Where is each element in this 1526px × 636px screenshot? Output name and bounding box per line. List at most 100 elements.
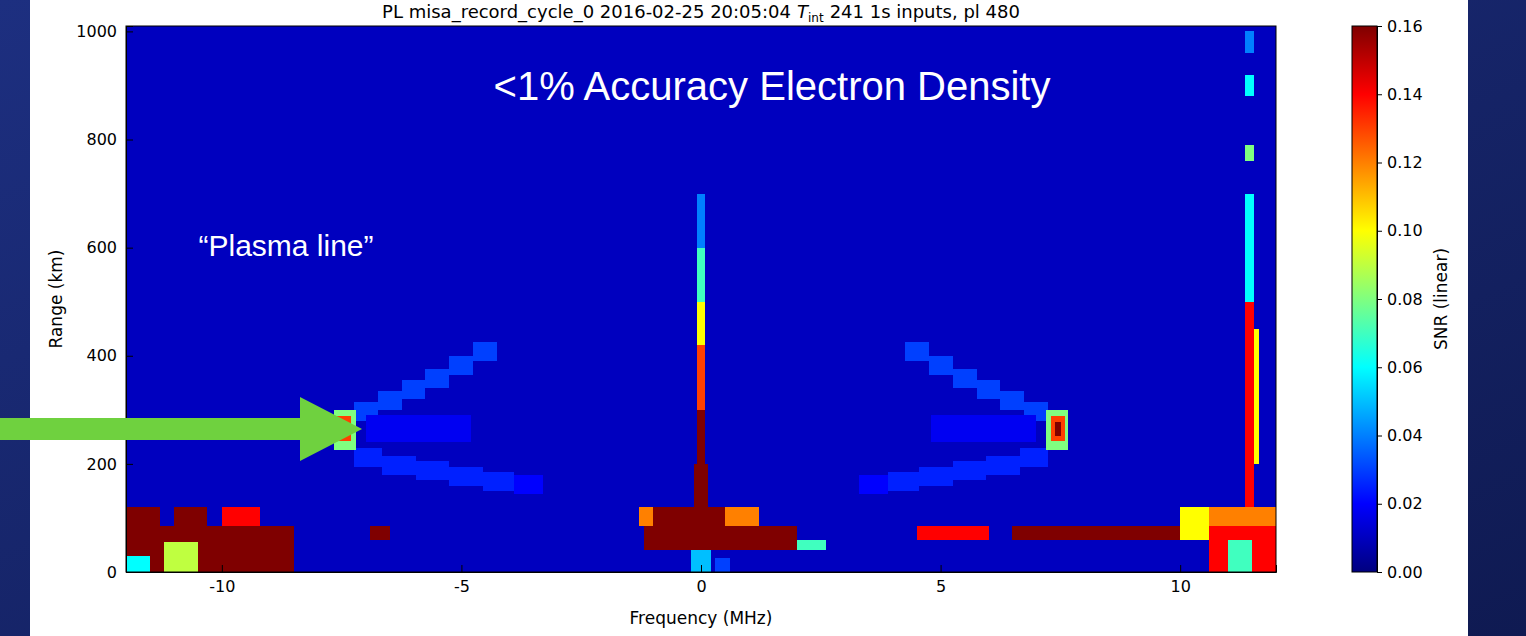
x-axis-tick-label: -10	[209, 577, 235, 596]
heatmap-cell	[1245, 302, 1255, 507]
colorbar-tick: 0.08	[1377, 290, 1423, 309]
y-axis-tick: 0	[107, 563, 133, 582]
colorbar-tick-mark	[1377, 436, 1382, 437]
heatmap-cell	[1245, 194, 1255, 302]
slide-background	[0, 0, 1526, 636]
heatmap-cell	[697, 345, 705, 410]
heatmap-cell	[1180, 507, 1209, 539]
x-axis-title: Frequency (MHz)	[630, 608, 773, 628]
heatmap-cell	[366, 415, 471, 442]
x-axis-tick-mark	[222, 565, 223, 572]
heatmap-cell	[929, 356, 953, 375]
heatmap-cell	[797, 540, 826, 551]
heatmap-cell	[694, 464, 708, 507]
y-axis-tick: 600	[86, 238, 133, 257]
heatmap-cell	[370, 526, 389, 540]
heatmap-cell	[1209, 526, 1276, 572]
y-axis-tick-label: 0	[107, 563, 117, 582]
colorbar-tick: 0.12	[1377, 153, 1423, 172]
heatmap-cell	[953, 369, 977, 388]
x-axis-tick-label: 0	[696, 577, 706, 596]
heatmap-cell	[653, 507, 725, 526]
heatmap-cell	[1055, 422, 1062, 436]
y-axis-tick-mark	[126, 356, 133, 357]
x-axis-tick: 10	[1170, 565, 1190, 596]
colorbar-tick-label: 0.12	[1387, 153, 1423, 172]
heatmap-cell	[1000, 391, 1024, 410]
title-part: PL misa_record_cycle_0 2016-02-25 20:05:…	[382, 1, 791, 23]
y-axis-title: Range (km)	[46, 250, 66, 349]
y-axis-tick: 400	[86, 346, 133, 365]
heatmap-cell	[986, 456, 1020, 475]
heatmap-cell	[1012, 526, 1199, 540]
colorbar-tick-mark	[1377, 504, 1382, 505]
x-axis-tick-label: 10	[1170, 577, 1190, 596]
heatmap-cell	[1254, 329, 1259, 464]
colorbar-tick: 0.06	[1377, 358, 1423, 377]
x-axis-tick: 0	[696, 565, 706, 596]
x-axis-tick: -5	[454, 565, 470, 596]
heatmap-cell	[416, 461, 450, 480]
colorbar-tick-mark	[1377, 367, 1382, 368]
colorbar-axis: 0.00 0.02 0.04 0.06 0.08 0.10 0.12 0.14 0.16	[1377, 17, 1423, 582]
heatmap-cell	[514, 475, 543, 494]
y-axis: 0 200 400 600 800 1000	[76, 22, 133, 582]
heatmap-cell	[715, 558, 729, 572]
y-axis-tick-label: 800	[86, 130, 117, 149]
heatmap-cell	[126, 556, 150, 572]
x-axis-tick-mark	[1180, 565, 1181, 572]
y-axis-tick: 800	[86, 130, 133, 149]
heatmap-cell	[977, 380, 1001, 399]
heatmap-cell	[919, 467, 953, 486]
y-axis-tick: 200	[86, 455, 133, 474]
colorbar-tick: 0.14	[1377, 85, 1423, 104]
y-axis-tick-mark	[126, 248, 133, 249]
colorbar-tick-label: 0.02	[1387, 494, 1423, 513]
heatmap-cell	[1245, 145, 1255, 161]
title-part: 241 1s inputs, pl 480	[830, 1, 1020, 22]
colorbar-tick-mark	[1377, 299, 1382, 300]
colorbar-tick-mark	[1377, 572, 1382, 573]
heatmap-cell	[1245, 75, 1255, 97]
heatmap-cell	[697, 194, 705, 248]
heatmap-cell	[888, 472, 919, 491]
colorbar-tick: 0.00	[1377, 563, 1423, 582]
heatmap-cell	[164, 542, 198, 572]
y-axis-tick-label: 1000	[76, 22, 117, 41]
heatmap-cell	[402, 380, 426, 399]
heatmap-cell	[644, 526, 797, 550]
colorbar-tick-label: 0.06	[1387, 358, 1423, 377]
colorbar-tick-label: 0.08	[1387, 290, 1423, 309]
colorbar-axis-line	[1378, 27, 1383, 573]
y-axis-tick: 1000	[76, 22, 133, 41]
colorbar-tick-mark	[1377, 26, 1382, 27]
heatmap-cell	[1245, 31, 1255, 53]
heatmap-cell	[449, 356, 473, 375]
x-axis-tick: -10	[209, 565, 235, 596]
heatmap-cell	[1228, 540, 1252, 572]
colorbar-tick: 0.04	[1377, 426, 1423, 445]
x-axis-tick-mark	[461, 565, 462, 572]
heatmap-cell	[917, 526, 989, 540]
colorbar-tick-label: 0.00	[1387, 563, 1423, 582]
heatmap-cell	[1051, 416, 1065, 441]
heatmap-cell	[174, 507, 208, 526]
colorbar-tick-mark	[1377, 94, 1382, 95]
x-axis-tick-label: -5	[454, 577, 470, 596]
figure-background	[30, 0, 1468, 636]
heatmap-cell	[1209, 507, 1276, 526]
colorbar-tick-label: 0.14	[1387, 85, 1423, 104]
y-axis-tick-mark	[126, 464, 133, 465]
x-axis-tick-mark	[941, 565, 942, 572]
y-axis-tick-mark	[126, 31, 133, 32]
colorbar-tick: 0.10	[1377, 221, 1423, 240]
heatmap-cell	[859, 475, 888, 494]
heatmap-cell	[697, 302, 705, 345]
y-axis-tick-label: 200	[86, 455, 117, 474]
heatmap-cell	[126, 526, 294, 572]
y-axis-line	[127, 27, 134, 573]
heatmap-cell	[425, 369, 449, 388]
colorbar-title: SNR (linear)	[1431, 248, 1451, 350]
x-axis-tick: 5	[936, 565, 946, 596]
colorbar-tick-label: 0.16	[1387, 17, 1423, 36]
